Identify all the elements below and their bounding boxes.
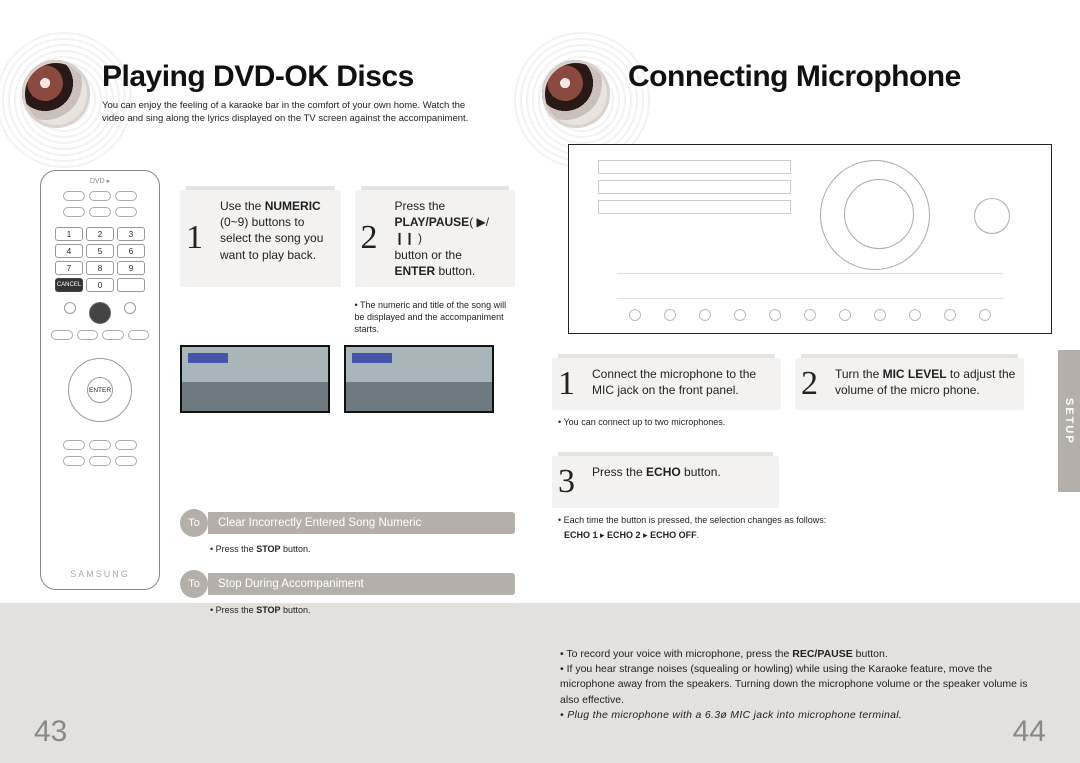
page-title-2: Connecting Microphone [628, 60, 1052, 94]
step2-bold1: PLAY/PAUSE [395, 215, 470, 229]
right-content: 1 Connect the microphone to the MIC jack… [552, 358, 1024, 541]
step2-c: button or the [395, 248, 462, 262]
pill1-note: Press the STOP button. [210, 543, 515, 555]
bottom-tips: To record your voice with microphone, pr… [560, 647, 1040, 723]
page-number-43: 43 [34, 715, 67, 749]
mic-step2-a: Turn the [835, 367, 883, 381]
step2-a: Press the [395, 199, 446, 213]
mic-step-1: 1 Connect the microphone to the MIC jack… [552, 358, 781, 410]
step-2-box: 2 Press the PLAY/PAUSE( ▶/❙❙ ) button or… [355, 190, 516, 287]
mic-step-2: 2 Turn the MIC LEVEL to adjust the volum… [795, 358, 1024, 410]
speaker-icon-2 [542, 60, 610, 128]
echo-sequence: ECHO 1 ▸ ECHO 2 ▸ ECHO OFF. [564, 530, 1024, 541]
mic-step1-text: Connect the microphone to the MIC jack o… [592, 367, 756, 397]
mic-step2-bold: MIC LEVEL [883, 367, 947, 381]
step1-bold: NUMERIC [265, 199, 321, 213]
mic-step3-b: button. [681, 465, 721, 479]
mic-step3-note: Each time the button is pressed, the sel… [558, 514, 1024, 526]
tip-stop-row: To Stop During Accompaniment [180, 570, 515, 598]
remote-brand: SAMSUNG [41, 569, 159, 579]
speaker-icon [22, 60, 90, 128]
step2-note: The numeric and title of the song will b… [355, 299, 516, 335]
left-content: 1 Use the NUMERIC (0~9) buttons to selec… [180, 190, 515, 616]
device-front-panel [568, 144, 1052, 334]
step1-text-c: (0~9) buttons to select the song you wan… [220, 215, 323, 261]
setup-side-tab: SETUP [1058, 350, 1080, 492]
page-43: Playing DVD-OK Discs You can enjoy the f… [0, 0, 540, 763]
pill-text-2: Stop During Accompaniment [208, 573, 515, 595]
mic-step3-bold: ECHO [646, 465, 681, 479]
step2-e: button. [435, 264, 475, 278]
tip-clear-row: To Clear Incorrectly Entered Song Numeri… [180, 509, 515, 537]
page-title: Playing DVD-OK Discs [102, 60, 512, 94]
mic-step3-a: Press the [592, 465, 646, 479]
step-1-box: 1 Use the NUMERIC (0~9) buttons to selec… [180, 190, 341, 287]
mic-step1-note: You can connect up to two microphones. [558, 416, 1024, 428]
pill-head-2: To [180, 570, 208, 598]
step2-bold2: ENTER [395, 264, 436, 278]
step1-text-a: Use the [220, 199, 265, 213]
pill-text-1: Clear Incorrectly Entered Song Numeric [208, 512, 515, 534]
tv-screenshot-1 [180, 345, 330, 413]
remote-enter-label: ENTER [87, 377, 113, 403]
remote-illustration: DVD ▸ 123 456 789 CANCEL0 ENTER SAMSUNG [40, 170, 160, 590]
page-subtitle: You can enjoy the feeling of a karaoke b… [102, 100, 482, 126]
mic-step-3: 3 Press the ECHO button. [552, 456, 779, 508]
pill2-note: Press the STOP button. [210, 604, 515, 616]
pill-head-1: To [180, 509, 208, 537]
tv-screenshot-2 [344, 345, 494, 413]
